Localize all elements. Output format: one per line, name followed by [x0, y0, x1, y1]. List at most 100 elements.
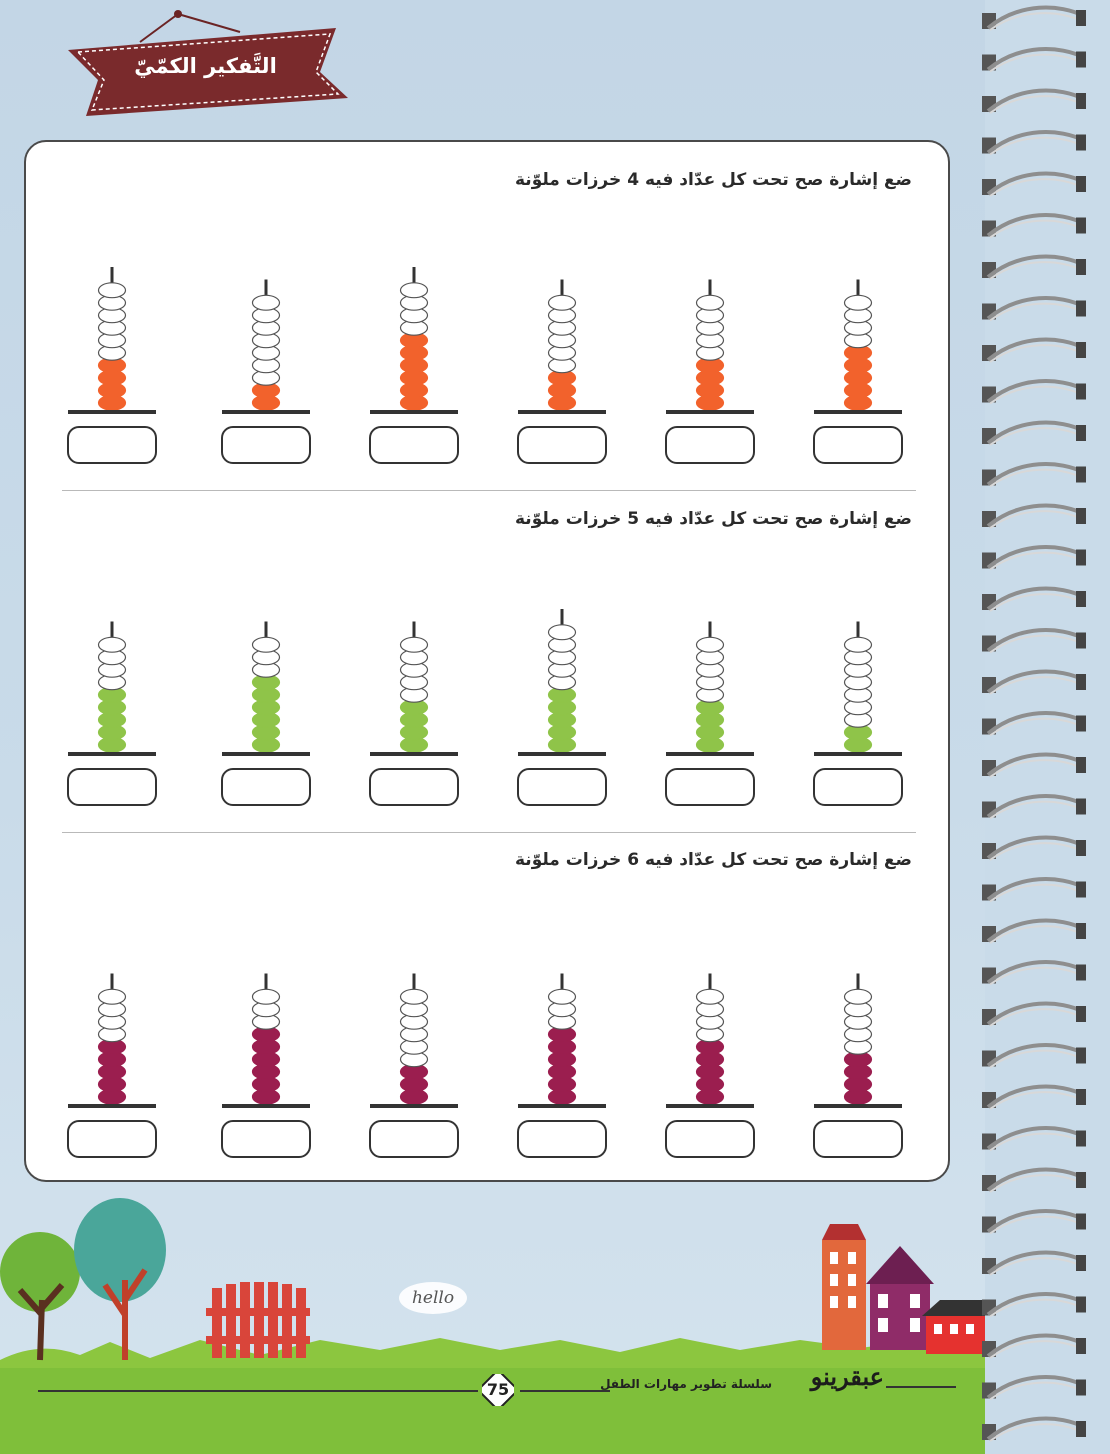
spiral-ring	[982, 545, 1086, 571]
empty-bead	[843, 294, 873, 311]
answer-checkbox[interactable]	[813, 1120, 903, 1158]
empty-bead	[843, 636, 873, 653]
spiral-ring	[982, 794, 1086, 820]
abacus-base	[666, 752, 754, 756]
answer-checkbox[interactable]	[221, 1120, 311, 1158]
empty-bead	[251, 636, 281, 653]
footer-rule	[38, 1390, 478, 1392]
spiral-ring	[982, 835, 1086, 861]
answer-checkbox[interactable]	[665, 1120, 755, 1158]
empty-bead	[695, 988, 725, 1005]
answer-checkbox[interactable]	[369, 426, 459, 464]
spiral-ring	[982, 47, 1086, 73]
empty-bead	[251, 988, 281, 1005]
abacus-base	[222, 1104, 310, 1108]
abacus-base	[814, 1104, 902, 1108]
abacus-base	[814, 410, 902, 414]
spiral-ring	[982, 337, 1086, 363]
abacus-base	[518, 752, 606, 756]
abacus	[62, 210, 162, 460]
empty-bead	[97, 988, 127, 1005]
answer-checkbox[interactable]	[67, 1120, 157, 1158]
spiral-ring	[982, 213, 1086, 239]
spiral-ring	[982, 877, 1086, 903]
spiral-ring	[982, 1167, 1086, 1193]
spiral-ring	[982, 628, 1086, 654]
abacus	[512, 904, 612, 1154]
title-banner	[68, 28, 348, 116]
answer-checkbox[interactable]	[221, 768, 311, 806]
footer-rule	[886, 1386, 956, 1388]
abacus	[62, 552, 162, 802]
empty-bead	[97, 636, 127, 653]
spiral-ring	[982, 296, 1086, 322]
banner-hanger	[139, 10, 241, 43]
answer-checkbox[interactable]	[813, 768, 903, 806]
answer-checkbox[interactable]	[517, 426, 607, 464]
spiral-ring	[982, 1250, 1086, 1276]
abacus-base	[814, 752, 902, 756]
abacus	[364, 904, 464, 1154]
answer-checkbox[interactable]	[665, 768, 755, 806]
spiral-ring	[982, 1333, 1086, 1359]
answer-checkbox[interactable]	[517, 1120, 607, 1158]
abacus	[216, 552, 316, 802]
abacus	[660, 210, 760, 460]
page-number: 75	[486, 1380, 510, 1399]
spiral-ring	[982, 130, 1086, 156]
spiral-ring	[982, 960, 1086, 986]
spiral-ring	[982, 254, 1086, 280]
empty-bead	[251, 294, 281, 311]
abacus	[808, 210, 908, 460]
spiral-ring	[982, 420, 1086, 446]
spiral-ring	[982, 1416, 1086, 1442]
exercise-1-instruction: ضع إشارة صح تحت كل عدّاد فيه 4 خرزات ملو…	[515, 170, 912, 190]
empty-bead	[399, 988, 429, 1005]
spiral-ring	[982, 1209, 1086, 1235]
spiral-ring	[982, 1292, 1086, 1318]
page-number-diamond	[482, 1374, 514, 1406]
spiral-ring	[982, 711, 1086, 737]
answer-checkbox[interactable]	[517, 768, 607, 806]
spiral-ring	[982, 669, 1086, 695]
empty-bead	[843, 988, 873, 1005]
abacus-base	[68, 410, 156, 414]
abacus	[512, 552, 612, 802]
spiral-ring	[982, 503, 1086, 529]
spiral-ring	[982, 586, 1086, 612]
brand-logo-text: عبقرينو	[810, 1362, 884, 1391]
empty-bead	[399, 636, 429, 653]
abacus	[364, 552, 464, 802]
exercise-panel: ضع إشارة صح تحت كل عدّاد فيه 4 خرزات ملو…	[24, 140, 950, 1182]
spiral-ring	[982, 5, 1086, 31]
answer-checkbox[interactable]	[67, 426, 157, 464]
exercise-3-instruction: ضع إشارة صح تحت كل عدّاد فيه 6 خرزات ملو…	[515, 850, 912, 870]
abacus-base	[370, 1104, 458, 1108]
spiral-ring	[982, 462, 1086, 488]
spiral-ring	[982, 88, 1086, 114]
answer-checkbox[interactable]	[67, 768, 157, 806]
answer-checkbox[interactable]	[369, 768, 459, 806]
abacus-base	[68, 752, 156, 756]
abacus-base	[666, 1104, 754, 1108]
footer-rule	[520, 1390, 610, 1392]
answer-checkbox[interactable]	[221, 426, 311, 464]
spiral-ring	[982, 918, 1086, 944]
answer-checkbox[interactable]	[369, 1120, 459, 1158]
abacus	[216, 210, 316, 460]
abacus	[216, 904, 316, 1154]
answer-checkbox[interactable]	[813, 426, 903, 464]
landscape-scene	[0, 1198, 985, 1454]
page-title: التَّفكير الكمّيّ	[134, 54, 277, 78]
empty-bead	[547, 988, 577, 1005]
empty-bead	[695, 636, 725, 653]
abacus-base	[370, 410, 458, 414]
abacus-base	[370, 752, 458, 756]
abacus-base	[518, 410, 606, 414]
workbook-page: التَّفكير الكمّيّ ضع إشارة صح تحت كل عدّ…	[0, 0, 985, 1454]
divider	[62, 832, 916, 833]
spiral-ring	[982, 1084, 1086, 1110]
empty-bead	[695, 294, 725, 311]
answer-checkbox[interactable]	[665, 426, 755, 464]
abacus	[808, 552, 908, 802]
